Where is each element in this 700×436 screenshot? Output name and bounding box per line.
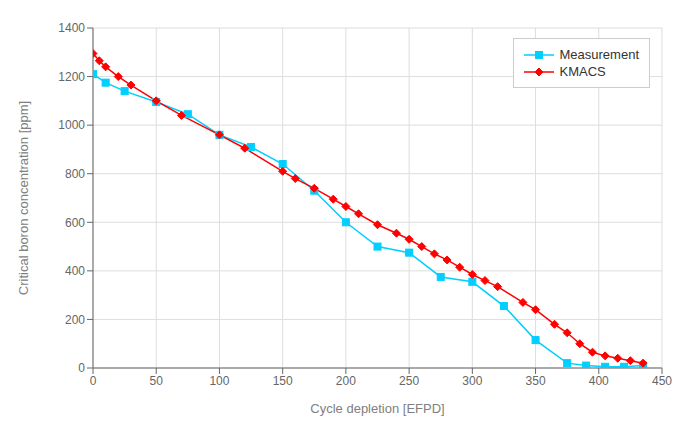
- svg-text:350: 350: [526, 374, 546, 388]
- svg-text:200: 200: [65, 313, 85, 327]
- svg-text:300: 300: [462, 374, 482, 388]
- svg-text:Critical boron concentration [: Critical boron concentration [ppm]: [16, 101, 31, 295]
- svg-text:400: 400: [65, 264, 85, 278]
- svg-text:600: 600: [65, 216, 85, 230]
- svg-text:50: 50: [150, 374, 164, 388]
- svg-text:0: 0: [78, 361, 85, 375]
- svg-text:250: 250: [399, 374, 419, 388]
- svg-text:1000: 1000: [58, 118, 85, 132]
- svg-text:450: 450: [652, 374, 672, 388]
- svg-text:1400: 1400: [58, 21, 85, 35]
- svg-text:400: 400: [589, 374, 609, 388]
- svg-text:100: 100: [209, 374, 229, 388]
- svg-text:150: 150: [273, 374, 293, 388]
- html-text:Measurement: Measurement: [559, 47, 639, 62]
- svg-text:0: 0: [90, 374, 97, 388]
- html-text:KMACS: KMACS: [559, 64, 606, 79]
- svg-text:1200: 1200: [58, 70, 85, 84]
- svg-text:200: 200: [336, 374, 356, 388]
- svg-text:Cycle depletion [EFPD]: Cycle depletion [EFPD]: [310, 401, 444, 416]
- svg-text:800: 800: [65, 167, 85, 181]
